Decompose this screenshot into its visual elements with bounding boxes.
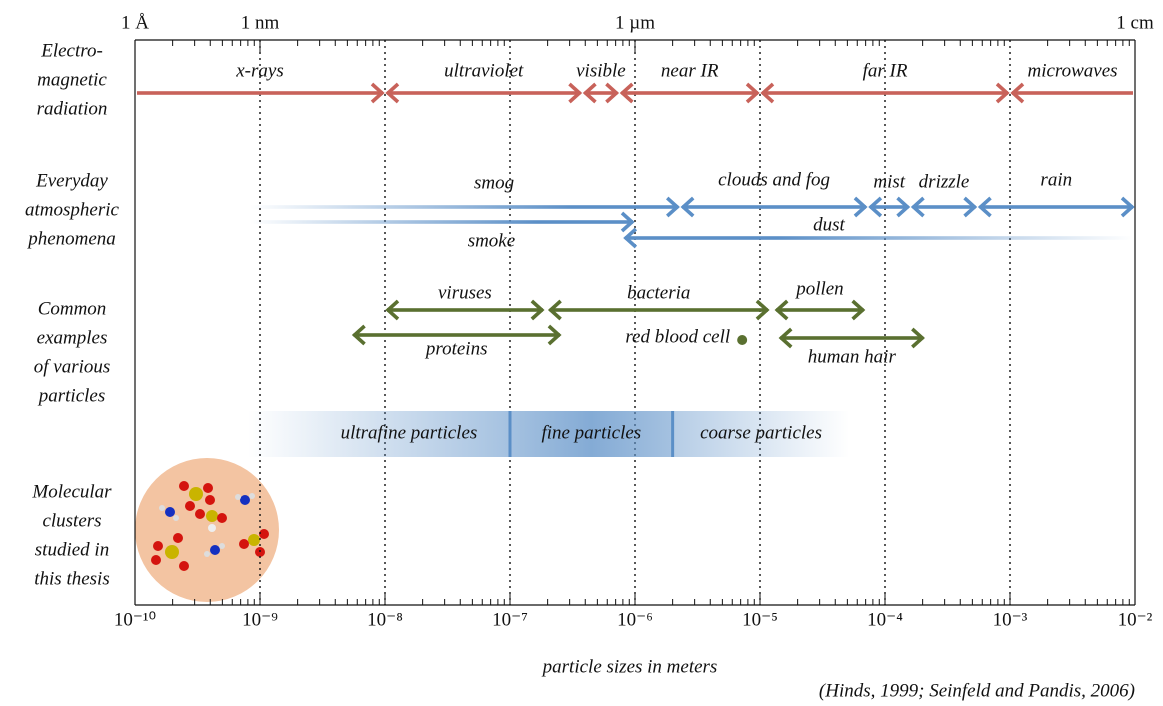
x-tick-label: 10⁻⁷ (492, 609, 528, 630)
row-label: particles (37, 385, 106, 406)
chart: particle sizes in meters (Hinds, 1999; S… (0, 0, 1163, 706)
range-label: ultraviolet (444, 60, 524, 81)
range-arrow (354, 333, 560, 337)
row-label: studied in (35, 539, 109, 560)
range-label: smog (474, 172, 514, 193)
row-label: Electro- (40, 40, 103, 61)
x-tick-label: 10⁻¹⁰ (114, 609, 156, 630)
range-arrow (780, 336, 923, 340)
point-label: red blood cell (625, 326, 730, 347)
x2-tick-label: 1 µm (615, 12, 655, 33)
row-label: Everyday (35, 170, 108, 191)
range-label: pollen (794, 278, 844, 299)
range-label: far IR (863, 60, 908, 81)
row-label: Common (38, 298, 107, 319)
range-arrow (250, 220, 633, 224)
range-arrow (682, 205, 866, 209)
x-tick-label: 10⁻⁵ (742, 609, 778, 630)
size-class-label: coarse particles (700, 422, 822, 443)
molecule-illustration (135, 458, 279, 602)
range-arrow (1012, 91, 1133, 95)
range-label: drizzle (919, 171, 970, 192)
range-label: bacteria (627, 282, 690, 303)
range-label: microwaves (1027, 60, 1117, 81)
row-label: this thesis (34, 568, 109, 589)
point (737, 335, 747, 345)
x-tick-label: 10⁻³ (993, 609, 1028, 630)
range-arrow (762, 91, 1008, 95)
range-label: clouds and fog (718, 169, 830, 190)
range-arrow (913, 205, 976, 209)
x-axis-label: particle sizes in meters (541, 656, 718, 677)
x-tick-label: 10⁻⁸ (367, 609, 403, 630)
row-label: clusters (42, 510, 101, 531)
x-tick-label: 10⁻⁶ (617, 609, 653, 630)
x-tick-label: 10⁻⁹ (242, 609, 278, 630)
range-label: viruses (438, 282, 492, 303)
x2-tick-label: 1 nm (241, 12, 280, 33)
size-class-label: fine particles (541, 422, 641, 443)
range-arrow (621, 91, 758, 95)
range-arrow (250, 205, 678, 209)
range-arrow (550, 308, 768, 312)
x2-tick-label: 1 Å (121, 12, 149, 33)
row-label: examples (37, 327, 108, 348)
size-class-label: ultrafine particles (341, 422, 478, 443)
range-label: smoke (468, 230, 515, 251)
row-label: Molecular (31, 481, 112, 502)
row-label: of various (34, 356, 111, 377)
range-label: near IR (661, 60, 719, 81)
row-label: atmospheric (25, 199, 120, 220)
range-arrow (870, 205, 909, 209)
x-tick-label: 10⁻⁴ (867, 609, 903, 630)
range-arrow (137, 91, 383, 95)
x2-tick-label: 1 cm (1116, 12, 1154, 33)
range-arrow (625, 236, 1133, 240)
range-label: visible (576, 60, 626, 81)
row-label: radiation (37, 98, 108, 119)
range-arrow (387, 91, 580, 95)
range-arrow (776, 308, 863, 312)
range-label: proteins (424, 338, 488, 359)
range-label: rain (1040, 169, 1072, 190)
range-label: dust (813, 214, 845, 235)
range-label: mist (873, 171, 905, 192)
range-label: x-rays (235, 60, 283, 81)
x-tick-label: 10⁻² (1118, 609, 1153, 630)
range-label: human hair (808, 346, 897, 367)
source: (Hinds, 1999; Seinfeld and Pandis, 2006) (819, 680, 1135, 701)
range-arrow (387, 308, 543, 312)
row-label: magnetic (37, 69, 107, 90)
row-label: phenomena (26, 228, 116, 249)
range-arrow (980, 205, 1133, 209)
